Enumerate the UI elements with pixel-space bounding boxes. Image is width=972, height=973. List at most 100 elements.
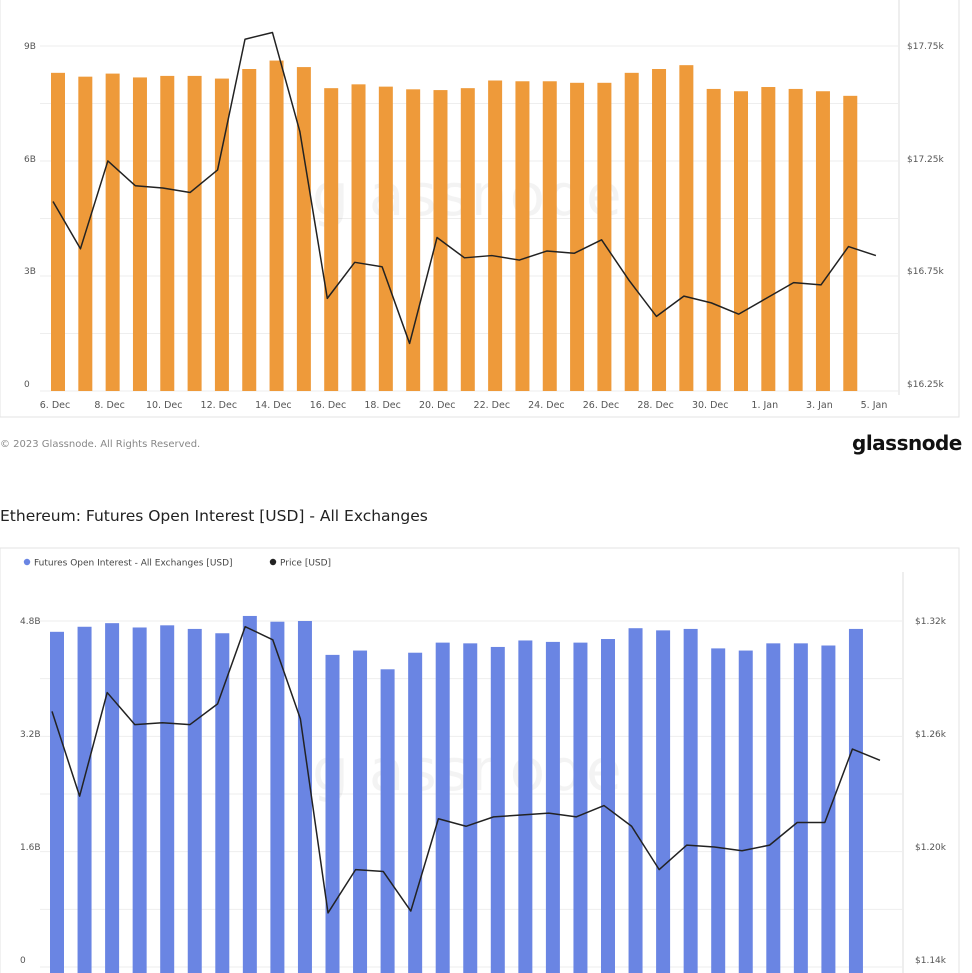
bar[interactable] — [628, 628, 643, 973]
bar[interactable] — [408, 652, 423, 973]
x-tick-label: 1. Jan — [751, 400, 778, 411]
price-line[interactable] — [52, 31, 877, 345]
bar[interactable] — [624, 72, 639, 391]
chart-ethereum-futures-open-interest: Futures Open Interest - All Exchanges [U… — [0, 547, 960, 973]
y-left-tick-label: 6B — [24, 155, 36, 165]
chart1-bars — [51, 60, 858, 392]
bar[interactable] — [242, 615, 257, 973]
x-tick-label: 24. Dec — [528, 400, 565, 411]
legend-price-marker[interactable] — [269, 558, 277, 566]
bar[interactable] — [463, 643, 478, 973]
bar[interactable] — [187, 628, 202, 973]
x-tick-label: 5. Jan — [861, 400, 888, 411]
bar[interactable] — [325, 654, 340, 973]
price-line[interactable] — [51, 625, 881, 914]
bar[interactable] — [490, 646, 505, 973]
bar[interactable] — [597, 82, 612, 392]
y-left-tick-label: 9B — [24, 42, 36, 52]
bar[interactable] — [788, 88, 803, 391]
y-left-tick-label: 3B — [24, 267, 36, 277]
bar[interactable] — [652, 69, 667, 391]
bar[interactable] — [132, 627, 147, 973]
bar[interactable] — [353, 650, 368, 973]
chart2-y-left-axis: 0 1.6B 3.2B 4.8B — [20, 617, 41, 966]
bar[interactable] — [435, 642, 450, 973]
legend-price-label[interactable]: Price [USD] — [280, 559, 331, 569]
bar[interactable] — [297, 621, 312, 973]
chart1-frame — [0, 0, 960, 418]
bar[interactable] — [821, 645, 836, 973]
x-tick-label: 16. Dec — [310, 400, 347, 411]
chart2-title: Ethereum: Futures Open Interest [USD] - … — [0, 507, 428, 525]
x-tick-label: 20. Dec — [419, 400, 456, 411]
x-tick-label: 18. Dec — [364, 400, 401, 411]
bar[interactable] — [656, 630, 671, 973]
bar[interactable] — [679, 65, 694, 392]
bar[interactable] — [77, 626, 92, 973]
bar[interactable] — [242, 69, 257, 391]
bar[interactable] — [380, 669, 395, 973]
bar[interactable] — [187, 75, 202, 392]
x-tick-label: 10. Dec — [146, 400, 183, 411]
x-tick-label: 6. Dec — [40, 400, 70, 411]
bar[interactable] — [545, 641, 560, 973]
bar[interactable] — [683, 628, 698, 973]
bar[interactable] — [515, 81, 530, 392]
bar[interactable] — [793, 643, 808, 973]
bar[interactable] — [160, 625, 175, 973]
legend-oi-marker[interactable] — [23, 558, 31, 566]
x-tick-label: 14. Dec — [255, 400, 292, 411]
bar[interactable] — [351, 84, 366, 391]
x-tick-label: 3. Jan — [806, 400, 833, 411]
bar[interactable] — [706, 88, 721, 391]
bar[interactable] — [843, 95, 858, 391]
bar[interactable] — [50, 631, 64, 973]
chart1-price-line — [52, 31, 877, 345]
bar[interactable] — [601, 639, 615, 973]
chart2-bars — [50, 615, 863, 973]
y-left-tick-label: 0 — [24, 380, 30, 390]
bar[interactable] — [573, 642, 588, 973]
bar[interactable] — [542, 81, 557, 392]
legend-oi-label[interactable]: Futures Open Interest - All Exchanges [U… — [34, 559, 233, 569]
chart1-y-right-axis: $16.25k $16.75k $17.25k $17.75k — [907, 42, 944, 390]
bar[interactable] — [848, 628, 863, 973]
y-left-tick-label: 3.2B — [20, 730, 41, 740]
chart2-legend: Futures Open Interest - All Exchanges [U… — [23, 558, 331, 569]
bar[interactable] — [160, 75, 175, 392]
bar[interactable] — [734, 91, 748, 391]
bar[interactable] — [815, 91, 830, 391]
bar[interactable] — [488, 80, 503, 392]
bar[interactable] — [215, 633, 230, 973]
bar[interactable] — [51, 72, 65, 391]
bar[interactable] — [711, 648, 726, 973]
bar[interactable] — [296, 67, 311, 391]
bar[interactable] — [738, 650, 753, 973]
bar[interactable] — [105, 623, 120, 973]
y-right-tick-label: $16.25k — [907, 380, 944, 390]
bar[interactable] — [406, 89, 421, 392]
x-tick-label: 28. Dec — [637, 400, 674, 411]
chart2-price-line — [51, 625, 881, 914]
chart1-x-axis: 6. Dec 8. Dec 10. Dec 12. Dec 14. Dec 16. Dec… — [40, 400, 888, 411]
x-tick-label: 12. Dec — [201, 400, 238, 411]
y-left-tick-label: 4.8B — [20, 617, 41, 627]
bar[interactable] — [214, 78, 229, 391]
x-tick-label: 8. Dec — [94, 400, 124, 411]
bar[interactable] — [269, 60, 284, 392]
y-right-tick-label: $17.75k — [907, 42, 944, 52]
bar[interactable] — [460, 88, 475, 392]
bar[interactable] — [105, 73, 120, 391]
bar[interactable] — [761, 87, 776, 392]
y-right-tick-label: $1.32k — [915, 617, 947, 627]
bar[interactable] — [570, 82, 585, 392]
bar[interactable] — [132, 77, 147, 391]
bar[interactable] — [378, 86, 393, 391]
bar[interactable] — [518, 640, 533, 973]
chart2-frame — [0, 547, 960, 973]
bar[interactable] — [270, 621, 285, 973]
bar[interactable] — [324, 88, 339, 392]
y-right-tick-label: $1.14k — [915, 956, 947, 966]
bar[interactable] — [766, 643, 781, 973]
y-right-tick-label: $1.20k — [915, 843, 947, 853]
